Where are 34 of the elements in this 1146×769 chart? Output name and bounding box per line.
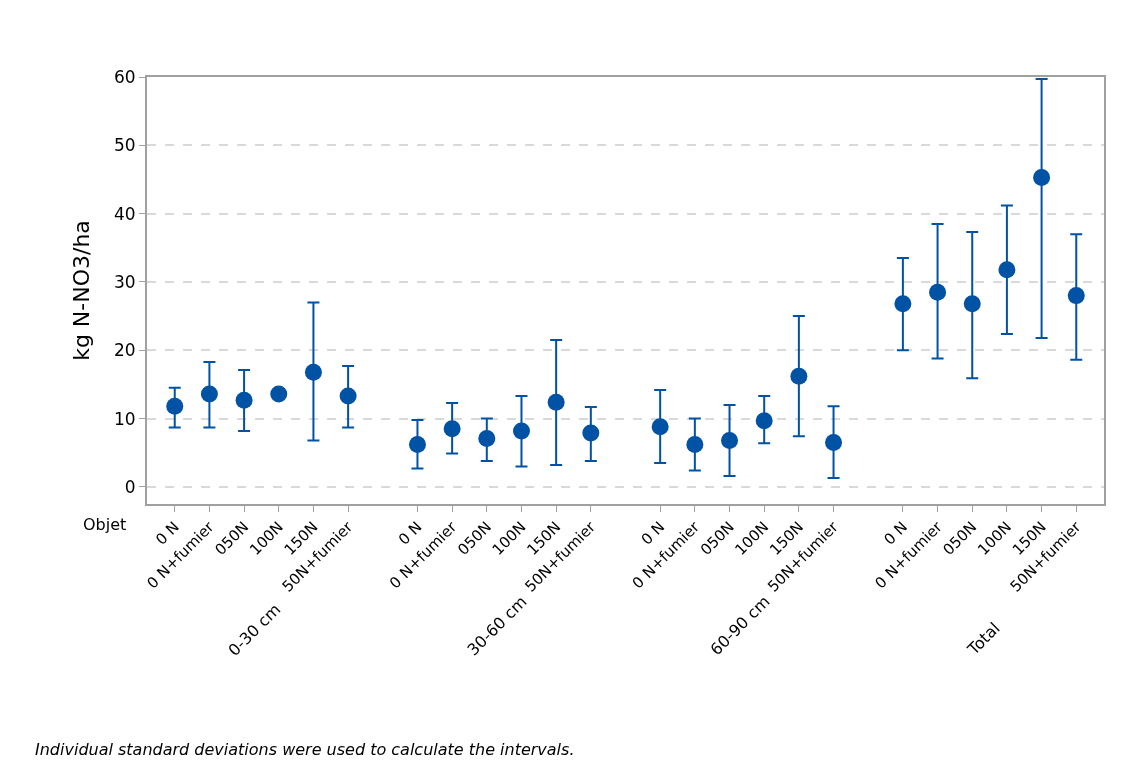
- y-tick-label: 20: [113, 340, 136, 361]
- point: [200, 385, 218, 403]
- point: [1033, 168, 1051, 186]
- point: [929, 283, 947, 301]
- point: [755, 412, 773, 430]
- y-axis-title: kg N-NO3/ha: [69, 220, 95, 361]
- point: [651, 418, 669, 436]
- y-tick-label: 30: [113, 271, 136, 292]
- point: [270, 385, 288, 403]
- point: [894, 295, 912, 313]
- point: [998, 261, 1016, 279]
- point: [166, 397, 184, 415]
- point: [512, 422, 530, 440]
- point: [790, 367, 808, 385]
- y-tick-label: 50: [113, 135, 136, 156]
- point: [408, 436, 426, 454]
- point: [478, 429, 496, 447]
- point: [339, 387, 357, 405]
- point: [686, 436, 704, 454]
- point: [582, 424, 600, 442]
- point: [547, 393, 565, 411]
- point: [304, 363, 322, 381]
- point: [235, 391, 253, 409]
- text: Individual standard deviations were used to calculate the intervals.: [35, 740, 575, 759]
- x-axis-title: Objet: [83, 515, 127, 534]
- y-tick-label: 10: [113, 408, 136, 429]
- point: [825, 434, 843, 451]
- point: [963, 295, 981, 313]
- y-tick-label: 0: [124, 476, 136, 497]
- y-tick-label: 60: [113, 66, 136, 87]
- y-tick-label: 40: [113, 203, 136, 224]
- point: [1067, 287, 1085, 305]
- point: [721, 431, 739, 449]
- point: [443, 420, 461, 438]
